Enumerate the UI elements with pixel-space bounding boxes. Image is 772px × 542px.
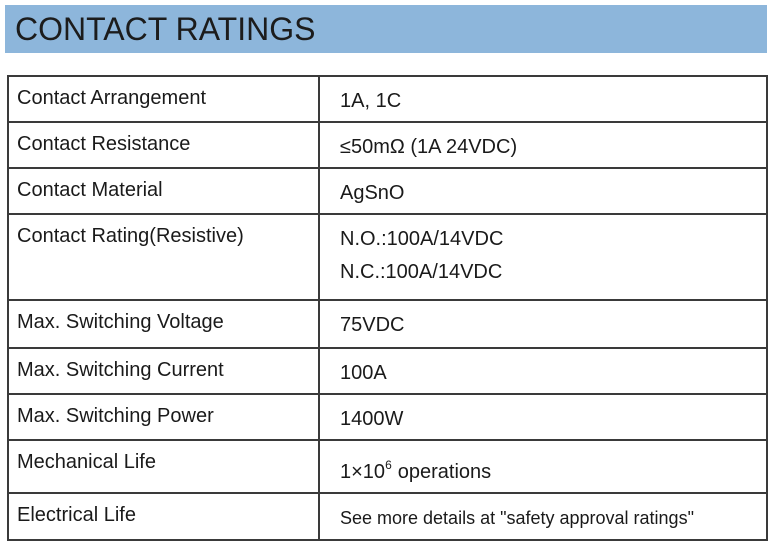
- table-row: Mechanical Life 1×106 operations: [7, 439, 768, 494]
- row-value: 1A, 1C: [318, 75, 768, 123]
- value-line: N.O.:100A/14VDC: [340, 228, 504, 250]
- row-label: Contact Material: [7, 167, 320, 215]
- row-value: N.O.:100A/14VDC N.C.:100A/14VDC: [318, 213, 768, 301]
- row-label: Max. Switching Power: [7, 393, 320, 441]
- table-row: Max. Switching Voltage 75VDC: [7, 299, 768, 349]
- value-note: See more details at "safety approval rat…: [340, 508, 694, 528]
- row-value: AgSnO: [318, 167, 768, 215]
- value-line: 75VDC: [340, 314, 405, 336]
- row-label: Contact Resistance: [7, 121, 320, 169]
- table-row: Max. Switching Current 100A: [7, 347, 768, 395]
- row-value: 100A: [318, 347, 768, 395]
- ratings-table: Contact Arrangement 1A, 1C Contact Resista…: [7, 75, 768, 541]
- value-line: AgSnO: [340, 182, 405, 204]
- table-row: Max. Switching Power 1400W: [7, 393, 768, 441]
- row-value: ≤50mΩ (1A 24VDC): [318, 121, 768, 169]
- table-row: Contact Resistance ≤50mΩ (1A 24VDC): [7, 121, 768, 169]
- table-row: Contact Material AgSnO: [7, 167, 768, 215]
- row-label: Mechanical Life: [7, 439, 320, 494]
- row-label: Electrical Life: [7, 492, 320, 541]
- value-line: N.C.:100A/14VDC: [340, 261, 503, 283]
- section-title: CONTACT RATINGS: [15, 11, 316, 47]
- table-row: Contact Rating(Resistive) N.O.:100A/14VDC…: [7, 213, 768, 301]
- value-exponent: 6: [385, 458, 392, 472]
- table-row: Electrical Life See more details at "safe…: [7, 492, 768, 541]
- table-row: Contact Arrangement 1A, 1C: [7, 75, 768, 123]
- value-suffix: operations: [397, 461, 492, 483]
- value-line: ≤50mΩ (1A 24VDC): [340, 136, 518, 158]
- value-line: 1A, 1C: [340, 90, 402, 112]
- row-label: Contact Rating(Resistive): [7, 213, 320, 301]
- section-header: CONTACT RATINGS: [5, 5, 767, 53]
- row-label: Contact Arrangement: [7, 75, 320, 123]
- value-line: 1400W: [340, 408, 404, 430]
- value-base: 1×10: [340, 461, 386, 483]
- row-label: Max. Switching Current: [7, 347, 320, 395]
- row-value: See more details at "safety approval rat…: [318, 492, 768, 541]
- row-value: 75VDC: [318, 299, 768, 349]
- value-line: 100A: [340, 362, 387, 384]
- row-value: 1×106 operations: [318, 439, 768, 494]
- row-value: 1400W: [318, 393, 768, 441]
- row-label: Max. Switching Voltage: [7, 299, 320, 349]
